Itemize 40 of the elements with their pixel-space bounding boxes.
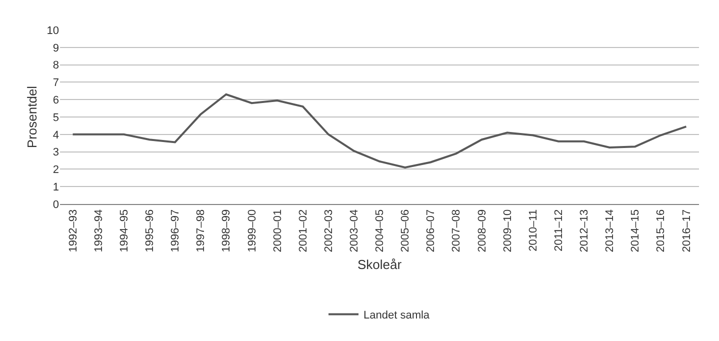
x-tick-label: 2004–05 [374, 209, 386, 252]
x-tick-label: 2013–14 [604, 209, 616, 252]
line-series [72, 93, 688, 168]
x-tick-label: 2006–07 [425, 209, 438, 252]
y-tick-label: 4 [52, 129, 59, 142]
x-tick-label: 2016–17 [680, 209, 693, 252]
y-tick-label: 1 [52, 181, 59, 194]
x-tick-label: 2014–15 [630, 209, 642, 252]
x-tick-label: 2008–09 [476, 209, 488, 252]
y-tick-label: 6 [52, 94, 59, 106]
x-tick-label: 1992–93 [67, 209, 80, 252]
x-tick-label: 1998–99 [220, 209, 233, 252]
y-tick-label: 8 [52, 60, 59, 72]
y-tick-label: 7 [52, 77, 59, 90]
x-tick-label: 2005–06 [400, 209, 412, 252]
x-tick-label: 2000–01 [272, 209, 284, 252]
y-tick-label: 2 [52, 164, 59, 176]
x-tick-label: 1994–95 [118, 209, 130, 252]
x-tick-label: 1999–00 [246, 209, 258, 252]
x-tick-label: 2009–10 [502, 209, 514, 252]
y-tick-label: 5 [52, 112, 59, 124]
legend-label: Landet samla [364, 309, 430, 322]
x-tick-label: 2002–03 [322, 209, 335, 252]
x-tick-label: 2007–08 [450, 209, 463, 252]
x-tick-label: 2012–13 [578, 209, 591, 252]
x-tick-label: 2011–12 [552, 209, 565, 252]
x-tick-label: 1995–96 [144, 209, 156, 252]
y-axis-title: Prosentdel [24, 86, 40, 148]
x-tick-label: 2003–04 [348, 209, 361, 252]
x-tick-label: 1993–94 [92, 209, 105, 252]
y-tick-label: 10 [46, 24, 59, 37]
y-tick-label: 9 [52, 42, 59, 54]
x-tick-label: 2010–11 [527, 209, 540, 252]
x-tick-label: 1996–97 [170, 209, 182, 252]
x-axis-title: Skoleår [357, 256, 402, 272]
x-tick-label: 1997–98 [195, 209, 208, 252]
y-tick-label: 0 [52, 198, 59, 211]
x-tick-label: 2001–02 [297, 209, 310, 252]
y-tick-label: 3 [52, 146, 59, 159]
x-tick-label: 2015–16 [655, 209, 668, 252]
